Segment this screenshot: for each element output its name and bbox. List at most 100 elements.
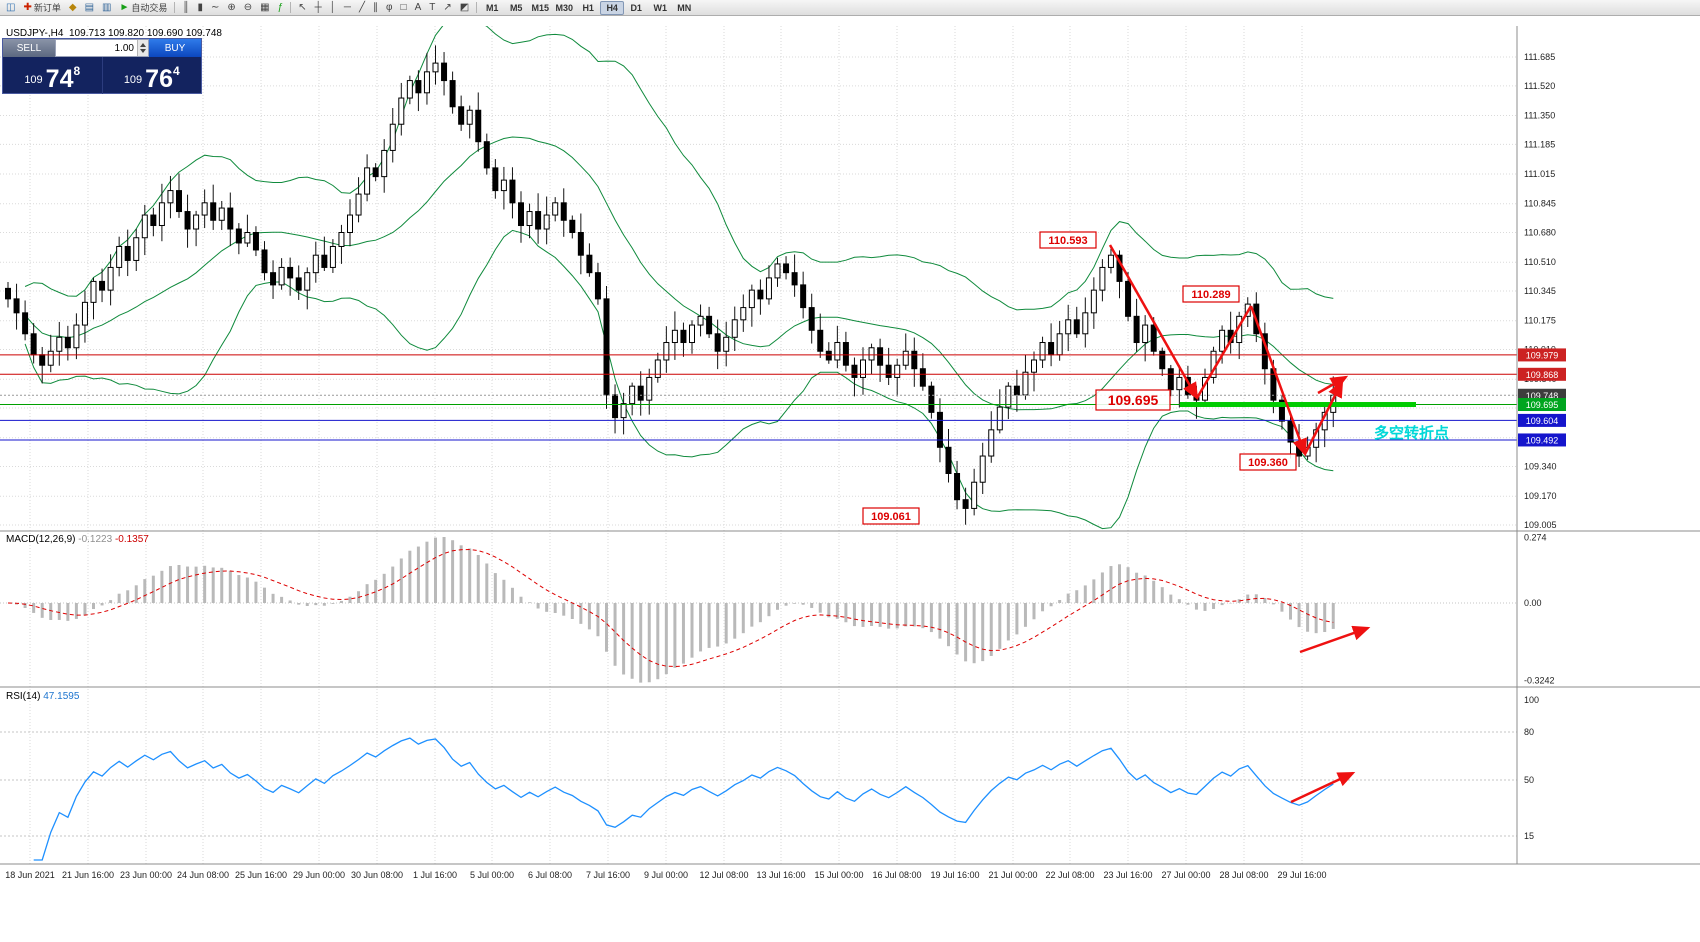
- svg-text:110.680: 110.680: [1524, 228, 1556, 238]
- svg-text:24 Jun 08:00: 24 Jun 08:00: [177, 870, 229, 880]
- turning-point-note: 多空转折点: [1374, 424, 1449, 442]
- horizontal-level-lines[interactable]: [0, 354, 1517, 441]
- sell-button[interactable]: SELL: [3, 39, 55, 57]
- svg-text:109.979: 109.979: [1526, 350, 1559, 360]
- macd-value: -0.1223: [78, 534, 113, 545]
- svg-text:109.868: 109.868: [1526, 370, 1559, 380]
- indicators-icon: ƒ: [277, 1, 284, 13]
- svg-text:6 Jul 08:00: 6 Jul 08:00: [528, 870, 572, 880]
- svg-text:111.185: 111.185: [1524, 139, 1555, 149]
- bar-chart-icon[interactable]: ║: [178, 1, 193, 15]
- data-window-icon[interactable]: ▥: [98, 1, 115, 15]
- tf-m15[interactable]: M15: [528, 1, 552, 15]
- volume-field[interactable]: 1.00: [55, 39, 149, 57]
- trend-arrow: [1303, 379, 1344, 455]
- zoom-out-icon[interactable]: ⊖: [240, 1, 256, 15]
- buy-button[interactable]: BUY: [149, 39, 201, 57]
- svg-text:109.748: 109.748: [1526, 391, 1559, 401]
- tf-m1[interactable]: M1: [480, 1, 504, 15]
- tf-d1-label: D1: [630, 2, 642, 13]
- trend-arrow: [1290, 771, 1356, 804]
- arrow-tool-icon[interactable]: ↗: [439, 1, 455, 15]
- new-order-button[interactable]: ✚ 新订单: [19, 1, 64, 15]
- chart-annotations[interactable]: 110.593 110.289 109.360 109.061 109.695 多空转折点: [862, 231, 1449, 804]
- channel-icon[interactable]: ∥: [369, 1, 382, 15]
- svg-text:110.845: 110.845: [1524, 199, 1556, 209]
- svg-text:23 Jun 00:00: 23 Jun 00:00: [120, 870, 172, 880]
- svg-text:110.345: 110.345: [1524, 286, 1556, 296]
- svg-text:15: 15: [1524, 831, 1534, 841]
- label-icon[interactable]: T: [425, 1, 439, 15]
- price-callout-box: [1239, 453, 1297, 471]
- svg-text:80: 80: [1524, 727, 1534, 737]
- tf-h1[interactable]: H1: [576, 1, 600, 15]
- cursor-icon[interactable]: ↖: [294, 1, 310, 15]
- svg-text:-0.3242: -0.3242: [1524, 675, 1555, 685]
- price-callout-box: [1095, 389, 1171, 411]
- text-icon: A: [414, 1, 422, 13]
- svg-text:109.360: 109.360: [1248, 457, 1288, 469]
- tile-windows-icon: ▦: [260, 1, 270, 13]
- sell-price-prefix: 109: [24, 74, 43, 86]
- svg-text:22 Jul 08:00: 22 Jul 08:00: [1045, 870, 1094, 880]
- svg-text:7 Jul 16:00: 7 Jul 16:00: [586, 870, 630, 880]
- chart-symbol: USDJPY-,H4: [6, 28, 64, 39]
- volume-up-icon[interactable]: [140, 43, 146, 47]
- candlestick-series: [5, 45, 1337, 525]
- candlestick-chart-icon[interactable]: ▮: [193, 1, 207, 15]
- tf-w1-label: W1: [653, 2, 667, 13]
- trendline-icon[interactable]: ╱: [355, 1, 369, 15]
- navigator-icon: ◆: [68, 1, 77, 13]
- indicators-icon[interactable]: ƒ: [274, 1, 288, 15]
- tf-w1[interactable]: W1: [648, 1, 672, 15]
- new-order-button-label: 新订单: [33, 3, 61, 13]
- volume-stepper[interactable]: [137, 40, 148, 56]
- sell-price-sup: 8: [73, 64, 81, 78]
- tf-m30[interactable]: M30: [552, 1, 576, 15]
- tile-windows-icon[interactable]: ▦: [256, 1, 273, 15]
- svg-text:111.015: 111.015: [1524, 169, 1555, 179]
- toolbar-separator: [290, 2, 292, 13]
- svg-text:109.005: 109.005: [1524, 520, 1557, 530]
- tf-mn[interactable]: MN: [672, 1, 696, 15]
- svg-text:110.510: 110.510: [1524, 257, 1556, 267]
- trendline-icon: ╱: [359, 1, 366, 13]
- tf-m30-label: M30: [555, 2, 573, 13]
- volume-down-icon[interactable]: [140, 49, 146, 53]
- rsi-name: RSI(14): [6, 691, 41, 702]
- zoom-in-icon[interactable]: ⊕: [223, 1, 239, 15]
- svg-text:25 Jun 16:00: 25 Jun 16:00: [235, 870, 287, 880]
- crosshair-icon[interactable]: ┼: [311, 1, 326, 15]
- horizontal-line-icon[interactable]: ─: [340, 1, 355, 15]
- tf-h4[interactable]: H4: [600, 0, 625, 15]
- svg-text:110.289: 110.289: [1191, 289, 1230, 301]
- label-icon: T: [429, 1, 436, 13]
- chart-open: 109.713: [69, 28, 106, 39]
- vertical-line-icon[interactable]: │: [326, 1, 340, 15]
- svg-text:30 Jun 08:00: 30 Jun 08:00: [351, 870, 403, 880]
- buy-price[interactable]: 109 76 4: [101, 57, 202, 94]
- panel-separators[interactable]: [0, 26, 1700, 865]
- fibonacci-icon[interactable]: φ: [382, 1, 396, 15]
- tf-m5[interactable]: M5: [504, 1, 528, 15]
- new-chart-icon[interactable]: ◫: [2, 1, 19, 15]
- palette-icon[interactable]: ◩: [456, 1, 473, 15]
- chart-canvas[interactable]: 111.685 111.520 111.350 111.185 111.015 110.8…: [0, 26, 1700, 942]
- auto-trading-button[interactable]: ► 自动交易: [115, 1, 171, 15]
- shapes-icon[interactable]: □: [397, 1, 411, 15]
- navigator-icon[interactable]: ◆: [65, 1, 81, 15]
- sell-price[interactable]: 109 74 8: [3, 57, 102, 94]
- zoom-out-icon: ⊖: [243, 1, 253, 13]
- svg-text:109.170: 109.170: [1524, 491, 1557, 501]
- new-chart-icon: ◫: [6, 1, 16, 13]
- tf-h1-label: H1: [582, 2, 594, 13]
- svg-text:109.695: 109.695: [1108, 392, 1159, 408]
- market-watch-icon[interactable]: ▤: [81, 1, 98, 15]
- line-chart-icon[interactable]: ∼: [207, 1, 223, 15]
- text-icon[interactable]: A: [411, 1, 426, 15]
- bollinger-bands: [24, 26, 1334, 530]
- palette-icon: ◩: [459, 1, 470, 13]
- tf-d1[interactable]: D1: [624, 1, 648, 15]
- svg-text:29 Jun 00:00: 29 Jun 00:00: [293, 870, 345, 880]
